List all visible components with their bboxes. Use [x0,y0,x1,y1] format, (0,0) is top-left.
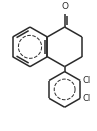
Text: Cl: Cl [82,76,91,85]
Text: Cl: Cl [82,94,91,103]
Text: O: O [61,2,68,11]
